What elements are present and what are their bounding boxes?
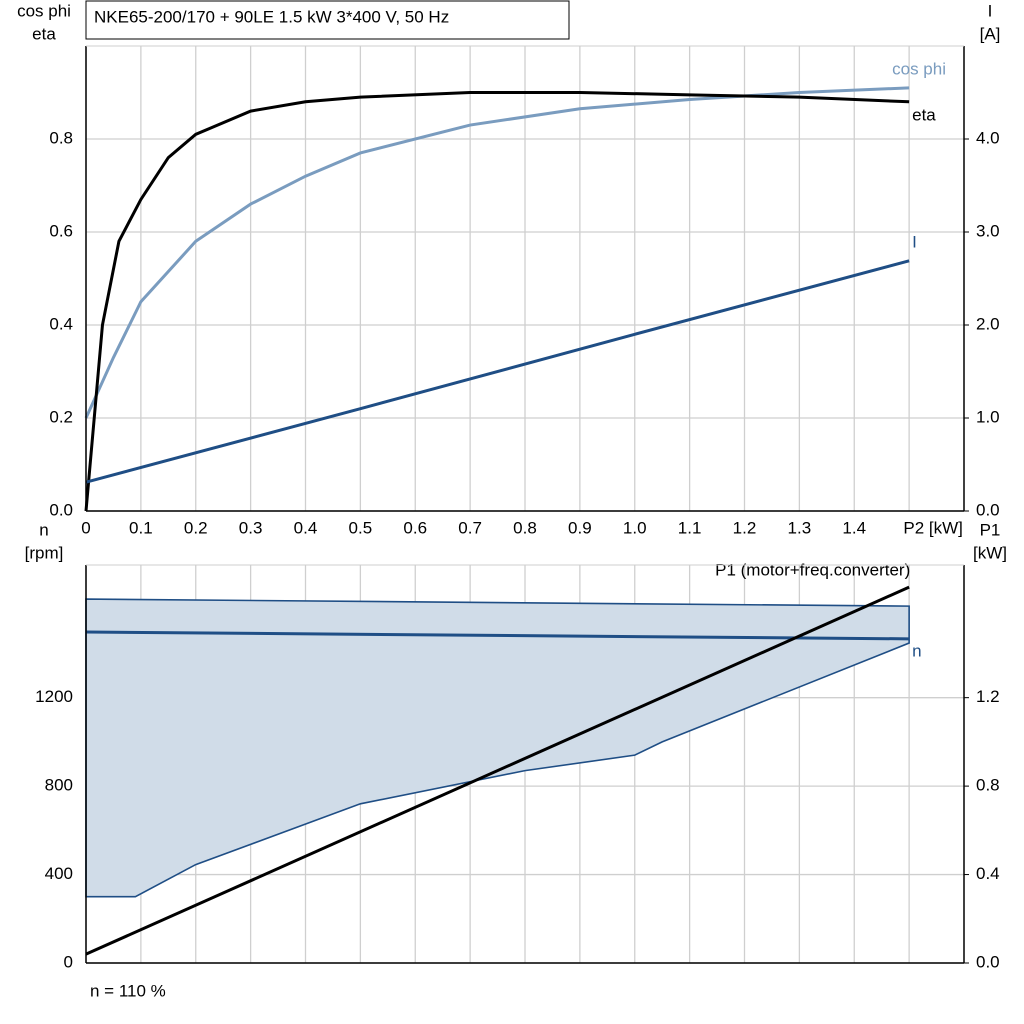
y-tick-label: 1200 bbox=[35, 687, 73, 706]
series-line bbox=[85, 259, 910, 484]
series-label: n bbox=[912, 641, 921, 660]
plots: 0 0.1 0.2 0.3 0.4 0.5 0.6 0.7 0.8 0.9 1.0 1.1 1.2 1.3… bbox=[17, 1, 1007, 1000]
x-tick-label: 0.1 bbox=[129, 518, 153, 537]
y2-axis-label: [A] bbox=[980, 24, 1001, 43]
x-tick-label: 0.9 bbox=[568, 518, 592, 537]
x-tick-label: 1.2 bbox=[733, 518, 757, 537]
x-tick-label: 1.0 bbox=[623, 518, 647, 537]
title-box bbox=[85, 0, 570, 40]
y2-tick-label: 0.4 bbox=[976, 864, 1000, 883]
y-tick-label: 0.0 bbox=[49, 500, 73, 519]
x-tick-label: P2 [kW] bbox=[903, 518, 963, 537]
series-line bbox=[85, 585, 910, 956]
x-tick-label: 0.6 bbox=[403, 518, 427, 537]
x-tick-label: 0.5 bbox=[349, 518, 373, 537]
y-axis-label: cos phi bbox=[17, 1, 71, 20]
y2-tick-label: 4.0 bbox=[976, 128, 1000, 147]
note: n = 110 % bbox=[90, 981, 166, 1000]
y2-axis-label: [kW] bbox=[973, 543, 1007, 562]
y-tick-label: 0.8 bbox=[49, 128, 73, 147]
y-tick-label: 400 bbox=[45, 864, 73, 883]
series-line bbox=[84, 86, 910, 419]
y-tick-label: 0.2 bbox=[49, 407, 73, 426]
x-tick-label: 0.3 bbox=[239, 518, 263, 537]
y-axis-label: n bbox=[39, 520, 48, 539]
y2-tick-label: 2.0 bbox=[976, 314, 1000, 333]
y2-axis-label: I bbox=[988, 1, 993, 20]
x-tick-label: 0.4 bbox=[294, 518, 318, 537]
x-tick-label: 0.2 bbox=[184, 518, 208, 537]
series-line bbox=[85, 630, 910, 641]
y-tick-label: 0 bbox=[64, 952, 73, 971]
y2-tick-label: 1.2 bbox=[976, 687, 1000, 706]
y2-tick-label: 3.0 bbox=[976, 221, 1000, 240]
x-tick-label: 1.3 bbox=[788, 518, 812, 537]
x-tick-label: 1.4 bbox=[842, 518, 866, 537]
series-label: P1 (motor+freq.converter) bbox=[715, 561, 910, 580]
series-label: I bbox=[912, 232, 917, 251]
y2-tick-label: 0.0 bbox=[976, 952, 1000, 971]
x-tick-label: 1.1 bbox=[678, 518, 702, 537]
y2-tick-label: 1.0 bbox=[976, 407, 1000, 426]
speed-range-area bbox=[85, 598, 910, 898]
y-axis-label: [rpm] bbox=[25, 543, 64, 562]
y-tick-label: 800 bbox=[45, 776, 73, 795]
series-line bbox=[84, 91, 910, 512]
y2-tick-label: 0.8 bbox=[976, 776, 1000, 795]
series-label: cos phi bbox=[892, 59, 946, 78]
y2-axis-label: P1 bbox=[980, 520, 1001, 539]
y-axis-label: eta bbox=[32, 24, 56, 43]
chart-title: NKE65-200/170 + 90LE 1.5 kW 3*400 V, 50 … bbox=[94, 7, 449, 26]
x-tick-label: 0 bbox=[81, 518, 90, 537]
y-tick-label: 0.6 bbox=[49, 221, 73, 240]
y2-tick-label: 0.0 bbox=[976, 500, 1000, 519]
x-tick-label: 0.8 bbox=[513, 518, 537, 537]
x-tick-label: 0.7 bbox=[458, 518, 482, 537]
series-label: eta bbox=[912, 105, 936, 124]
y-tick-label: 0.4 bbox=[49, 314, 73, 333]
